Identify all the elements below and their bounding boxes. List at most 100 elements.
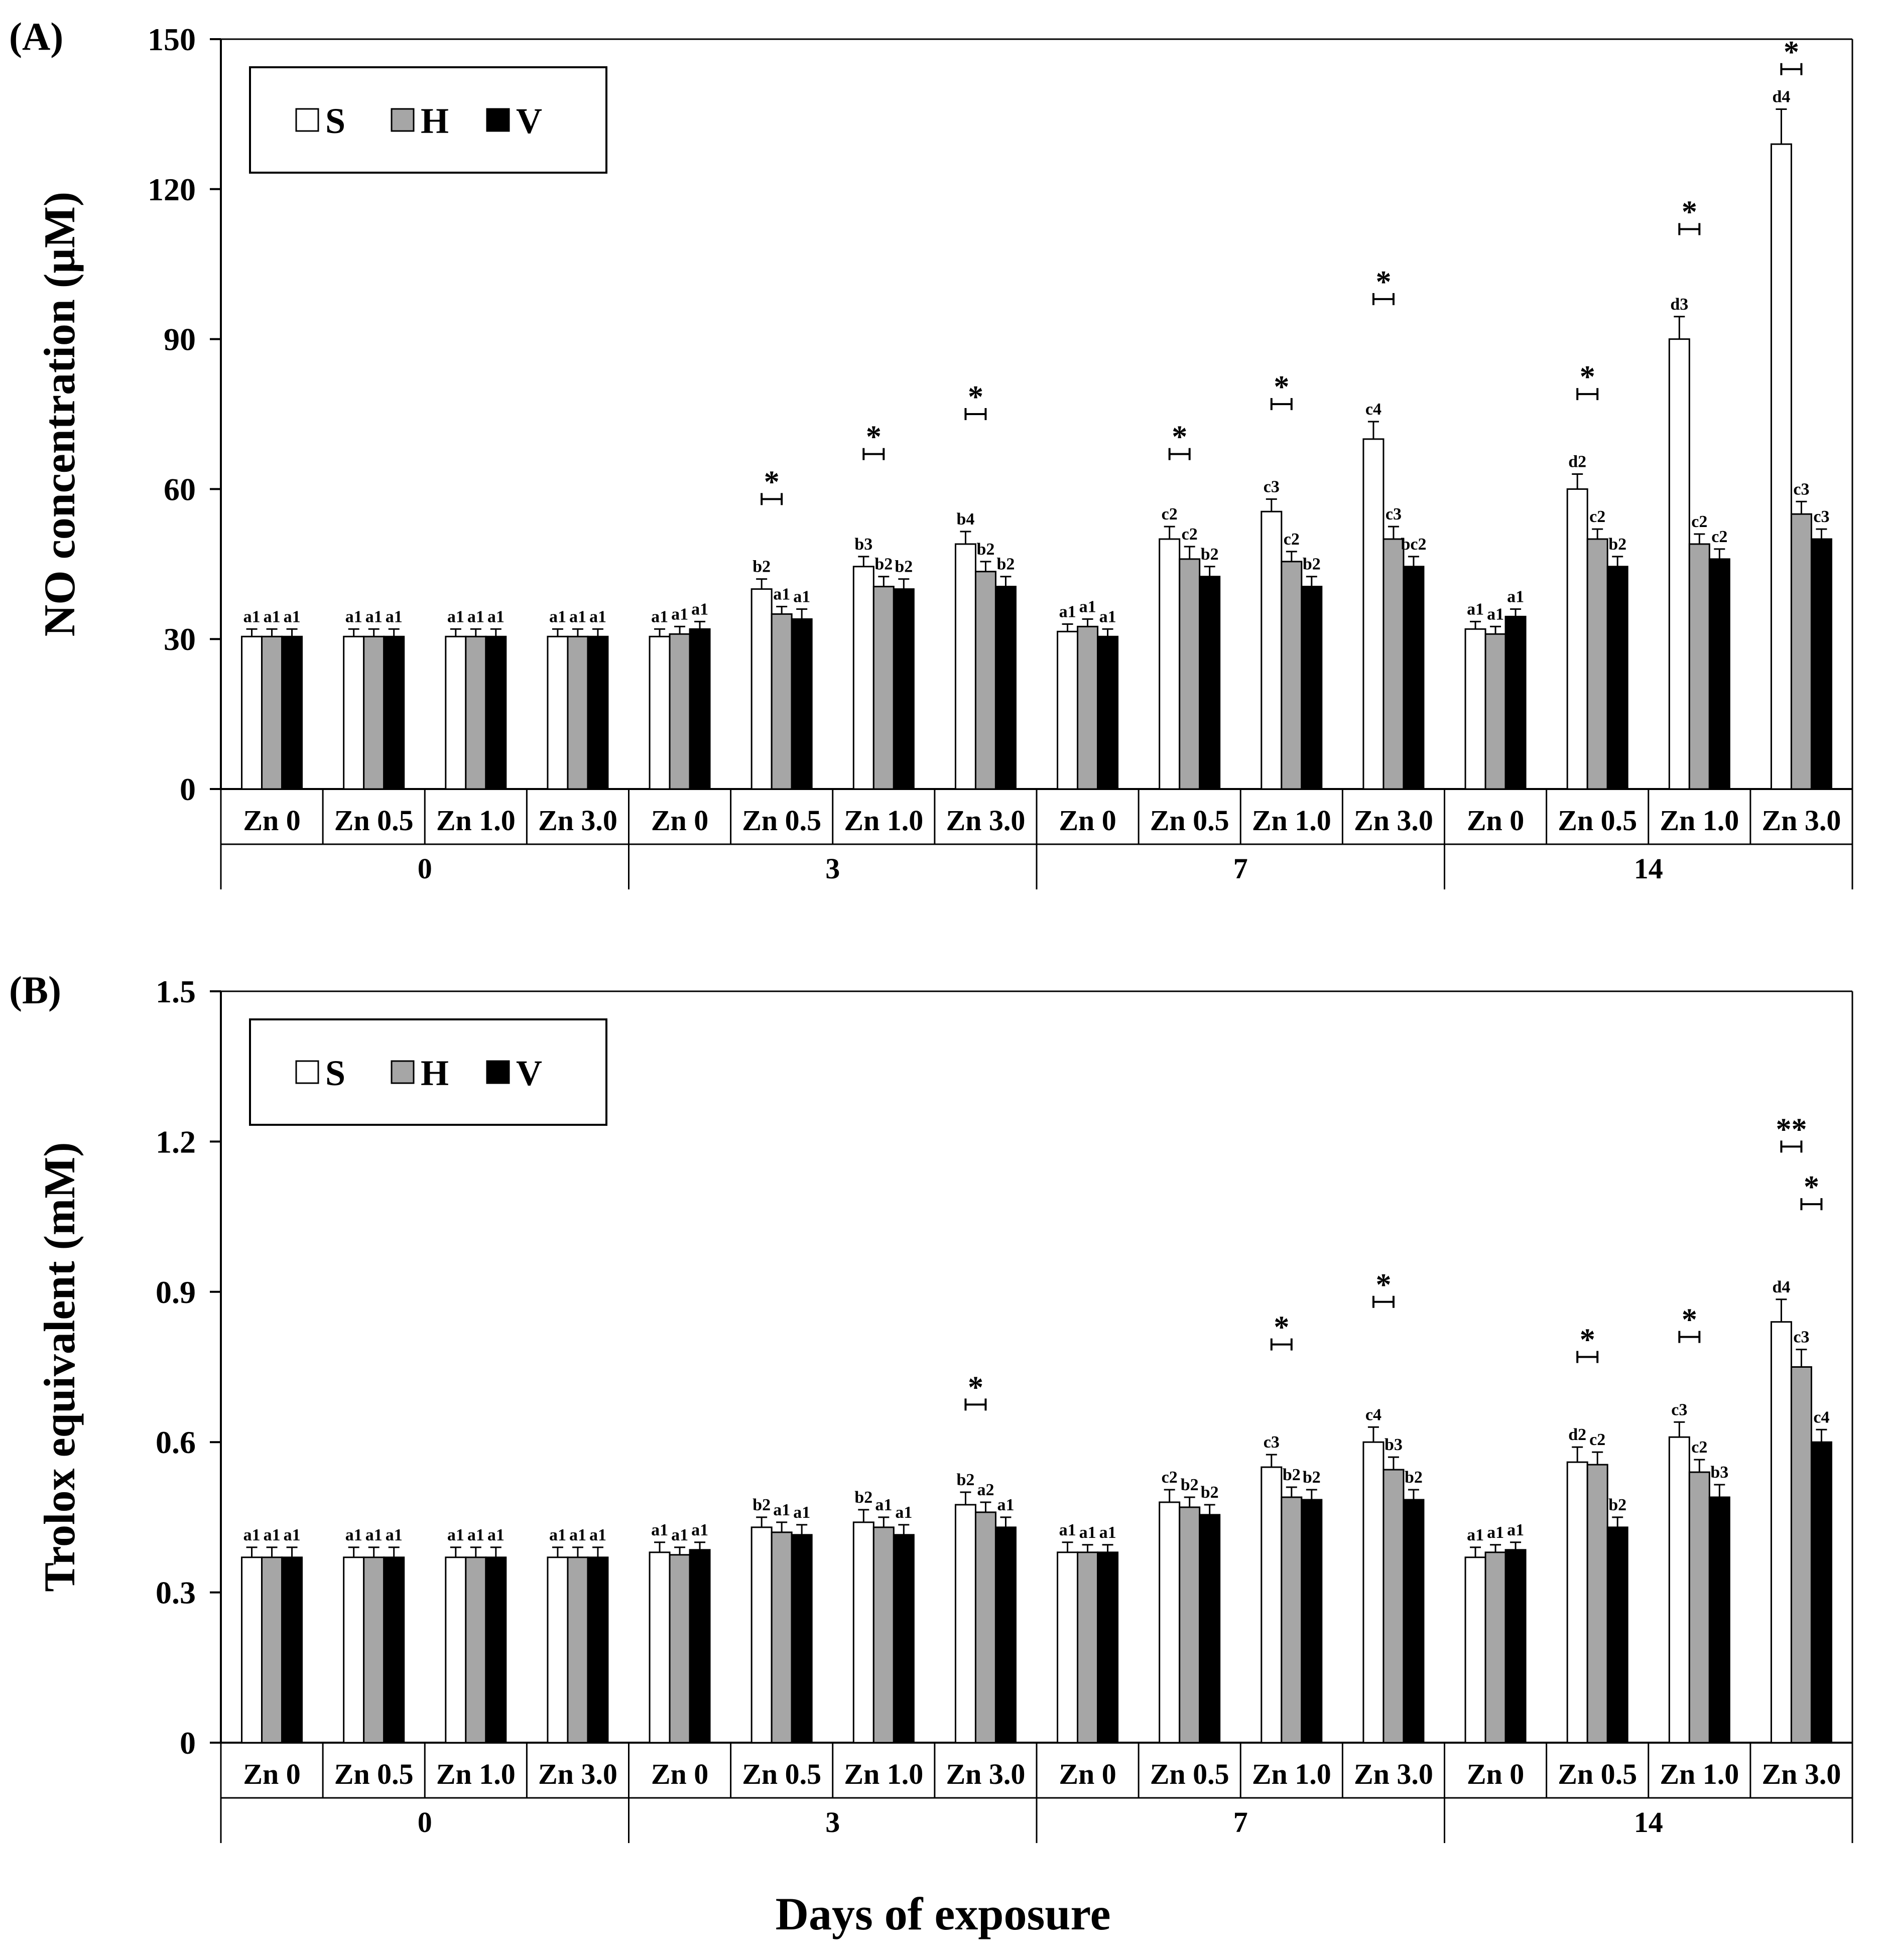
significance-letter: a1 [284,1526,301,1544]
chart-panel-b: 0 0.3 0.6 0.9 1.2 1.5 Trolox equivalent (mM) Zn… [36,974,1853,1843]
bar-S [1362,1441,1385,1744]
bar-S [1566,1461,1588,1744]
significance-letter: a1 [569,607,586,626]
significance-star: * [1682,195,1697,229]
y-tick-label: 90 [164,322,196,357]
bar-V [1199,576,1221,790]
category-label: Zn 1.0 [436,804,516,837]
bar-V [1708,1496,1730,1744]
significance-letter: b2 [1283,1466,1301,1484]
bar-H [872,1526,895,1744]
category-label: Zn 1.0 [1660,804,1739,837]
bar-S [1770,1321,1792,1744]
significance-letter: a1 [651,607,668,626]
bar-V [1403,1499,1425,1744]
bar-S [1668,338,1690,790]
significance-letter: a1 [997,1496,1014,1514]
day-group-label: 3 [825,1806,840,1839]
legend-swatch-S [295,1060,319,1084]
significance-letter: a1 [549,1526,566,1544]
significance-letter: a1 [569,1526,586,1544]
significance-letter: c2 [1691,1438,1707,1457]
bar-H [1586,1464,1608,1744]
day-group-label: 14 [1634,852,1663,885]
bar-H [1688,543,1710,790]
category-label: Zn 3.0 [538,804,617,837]
bar-H [567,635,589,790]
bar-V [281,635,303,790]
bar-H [1281,1496,1303,1744]
significance-letter: c2 [1162,505,1178,524]
category-label: Zn 0.5 [1558,804,1637,837]
x-axis-title: Days of exposure [775,1888,1111,1939]
bar-H [261,1556,283,1744]
day-group-label: 14 [1634,1806,1663,1839]
significance-letter: b3 [854,535,872,554]
y-tick-label: 120 [148,172,196,207]
bar-S [1057,1551,1079,1744]
significance-letter: a1 [264,607,281,626]
significance-bracket: ** [1776,1112,1807,1153]
significance-letter: a2 [977,1481,994,1499]
category-label: Zn 0.5 [334,1758,414,1790]
legend-label-H: H [421,1053,449,1093]
significance-letter: a1 [487,607,505,626]
bar-S [954,1504,976,1744]
bar-V [994,1526,1017,1744]
category-label: Zn 3.0 [946,804,1025,837]
significance-letter: a1 [691,1521,708,1539]
bar-V [485,635,507,790]
bar-H [1179,558,1201,790]
significance-letter: b3 [1710,1463,1728,1482]
significance-letter: a1 [1079,1523,1096,1542]
legend-swatch-H [391,1060,415,1084]
significance-letter: a1 [1487,605,1504,623]
bar-S [1261,510,1283,790]
day-group-label: 0 [418,852,432,885]
bar-V [281,1556,303,1744]
significance-letter: b2 [1201,545,1219,564]
significance-bracket: * [1372,265,1395,305]
significance-letter: a1 [1099,1523,1116,1542]
significance-bracket: * [1576,1323,1599,1363]
significance-letter: a1 [651,1521,668,1539]
significance-letter: a1 [243,607,261,626]
significance-letter: a1 [1507,587,1524,606]
bar-H [1790,513,1812,790]
significance-letter: c2 [1711,528,1727,546]
significance-star: * [1682,1303,1697,1337]
significance-letter: c2 [1589,507,1605,526]
bar-S [954,543,976,790]
significance-letter: a1 [487,1526,505,1544]
significance-letter: a1 [386,607,403,626]
category-label: Zn 0.5 [742,1758,821,1790]
bar-S [1770,143,1792,790]
legend-label-S: S [325,101,345,141]
bar-H [771,613,793,790]
significance-letter: c3 [1671,1400,1687,1419]
significance-letter: a1 [1467,600,1484,618]
significance-letter: d2 [1568,453,1586,471]
significance-letter: b2 [1405,1468,1423,1487]
bar-H [363,1556,385,1744]
bar-S [649,1551,671,1744]
legend-swatch-H [391,108,415,132]
bar-H [1586,538,1608,790]
significance-letter: b2 [1608,535,1626,554]
bar-H [1382,538,1405,790]
significance-bracket: * [1372,1268,1395,1308]
significance-bracket: * [1800,1170,1823,1211]
legend-label-V: V [516,101,542,141]
bar-H [1077,1551,1099,1744]
bar-V [1504,615,1527,790]
bar-S [852,566,874,790]
significance-bracket: * [1678,195,1701,235]
legend-swatch-S [295,108,319,132]
bar-V [893,1534,915,1744]
significance-star: * [1804,1170,1819,1204]
bar-S [1464,628,1486,790]
significance-letter: a1 [365,1526,383,1544]
